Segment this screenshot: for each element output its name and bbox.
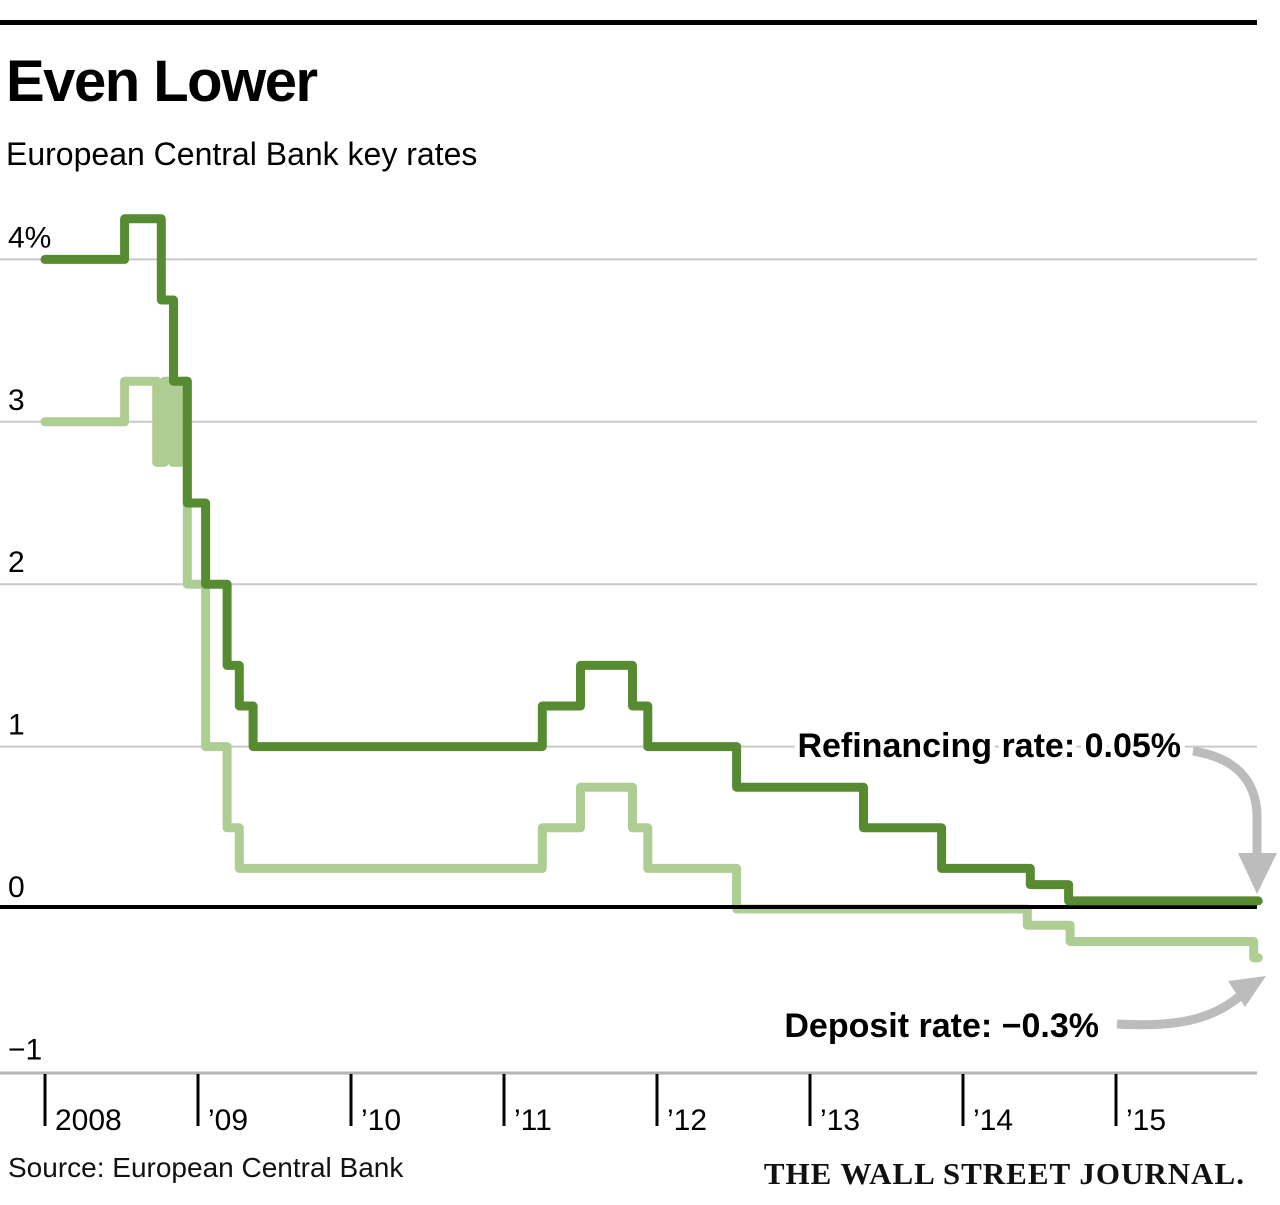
wsj-logotype: THE WALL STREET JOURNAL. (763, 1156, 1245, 1191)
deposit-rate-line (40, 376, 1263, 963)
deposit-arrowhead-icon (1228, 976, 1266, 1007)
y-tick-label: 3 (8, 384, 25, 417)
x-tick-label: ’14 (973, 1104, 1013, 1137)
refinancing-arrowhead-icon (1238, 853, 1277, 894)
deposit-rate-annotation: Deposit rate: −0.3% (784, 1007, 1099, 1045)
source-note: Source: European Central Bank (8, 1152, 404, 1183)
x-tick-label: ’09 (208, 1104, 248, 1137)
y-tick-label: 4% (8, 221, 51, 254)
y-tick-label: −1 (8, 1033, 42, 1066)
deposit-arrow-icon (1116, 992, 1243, 1030)
y-tick-label: 0 (8, 871, 25, 904)
y-tick-label: 1 (8, 709, 25, 742)
top-rule (0, 20, 1257, 25)
y-tick-label: 2 (8, 546, 25, 579)
x-tick-label: ’15 (1126, 1104, 1166, 1137)
chart-subtitle: European Central Bank key rates (6, 136, 478, 172)
x-tick-label: ’11 (514, 1104, 552, 1137)
x-tick-label: ’13 (820, 1104, 860, 1137)
grid-layer: 4% 3 2 1 0 −1 2008 ’09 ’10 ’11 ’12 ’13 ’14 ’15 (0, 221, 1257, 1137)
chart-title: Even Lower (6, 49, 318, 114)
x-tick-label: ’10 (361, 1104, 401, 1137)
x-tick-label: 2008 (55, 1104, 122, 1137)
refinancing-rate-annotation: Refinancing rate: 0.05% (797, 727, 1181, 765)
x-tick-label: ’12 (667, 1104, 707, 1137)
refinancing-arrow-icon (1192, 746, 1262, 854)
annotation-layer: Refinancing rate: 0.05% Deposit rate: −0… (779, 722, 1277, 1050)
refinancing-rate-line (40, 214, 1263, 906)
